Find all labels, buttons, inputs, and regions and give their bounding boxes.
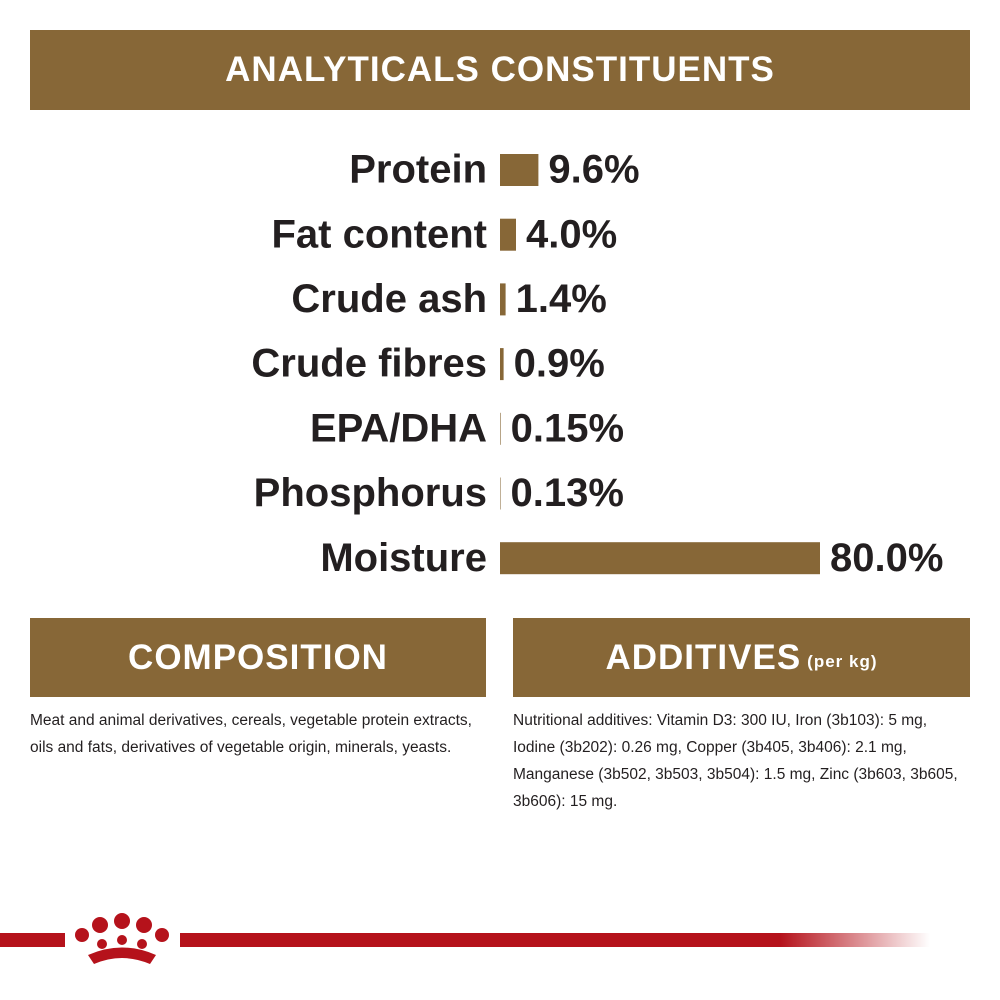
composition-title: COMPOSITION — [128, 637, 388, 677]
category-label: Protein — [349, 148, 487, 192]
additives-band: ADDITIVES (per kg) — [513, 618, 970, 697]
category-label: EPA/DHA — [310, 406, 487, 450]
category-label: Moisture — [320, 536, 487, 580]
composition-text: Meat and animal derivatives, cereals, ve… — [30, 712, 472, 756]
bar — [500, 542, 820, 575]
additives-text: Nutritional additives: Vitamin D3: 300 I… — [513, 712, 958, 810]
bar — [500, 348, 504, 381]
value-label: 9.6% — [548, 148, 639, 192]
value-label: 4.0% — [526, 212, 617, 256]
additives-note: (per kg) — [807, 651, 878, 671]
chart: Protein 9.6% Fat content 4.0% Crude ash 1.4% C… — [251, 148, 943, 580]
value-label: 80.0% — [830, 536, 943, 580]
category-label: Crude fibres — [251, 342, 487, 386]
value-label: 0.15% — [511, 406, 624, 450]
category-label: Crude ash — [291, 277, 487, 321]
value-label: 1.4% — [516, 277, 607, 321]
composition-band: COMPOSITION — [30, 618, 486, 697]
crown — [75, 913, 169, 964]
bar — [500, 412, 501, 445]
category-label: Fat content — [271, 212, 487, 256]
chart-title: ANALYTICALS CONSTITUENTS — [225, 50, 775, 89]
value-label: 0.9% — [514, 342, 605, 386]
footer-logo — [0, 913, 930, 964]
value-label: 0.13% — [511, 471, 624, 515]
bar — [500, 477, 501, 510]
footer-line — [0, 933, 65, 947]
additives-title: ADDITIVES — [605, 637, 802, 677]
footer-line — [180, 933, 930, 947]
bar — [500, 154, 539, 186]
category-label: Phosphorus — [254, 471, 487, 515]
header-band: ANALYTICALS CONSTITUENTS — [30, 30, 970, 110]
bar — [500, 283, 506, 316]
bar — [500, 218, 516, 251]
